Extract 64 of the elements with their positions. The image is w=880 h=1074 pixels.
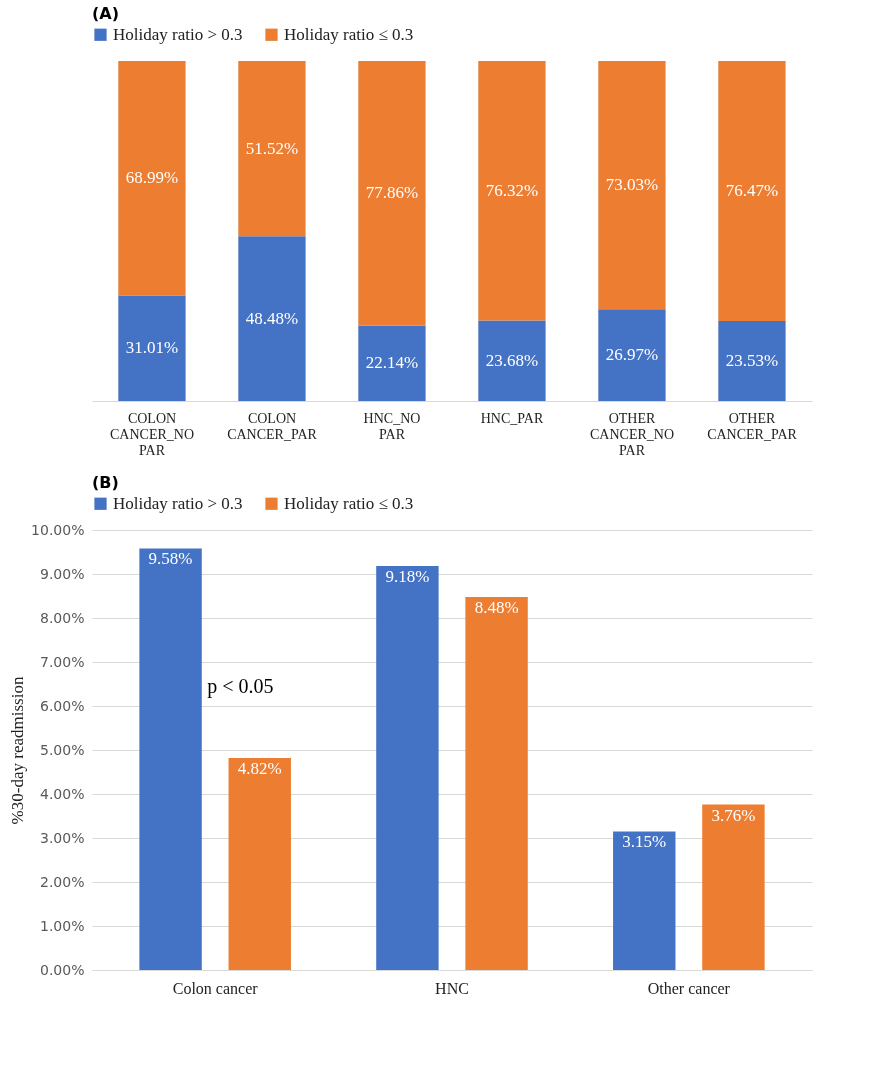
y-tick-label: 7.00% (40, 653, 85, 670)
bar (465, 596, 528, 970)
bar (358, 325, 426, 401)
legend-label: Holiday ratio > 0.3 (113, 493, 243, 513)
data-label: 31.01% (125, 338, 179, 358)
data-label: 48.48% (245, 308, 299, 328)
bar (613, 831, 676, 970)
data-label: 73.03% (605, 175, 659, 195)
x-tick-label: COLON CANCER_NO PAR (109, 410, 195, 458)
x-tick-label: OTHER CANCER_NO PAR (589, 410, 675, 458)
bar (238, 236, 306, 401)
annotation: p < 0.05 (207, 675, 274, 699)
data-label: 77.86% (365, 183, 419, 203)
bar (238, 61, 306, 237)
data-label: 22.14% (365, 353, 419, 373)
bar (702, 804, 765, 970)
chart-title: (A) (92, 4, 120, 23)
data-label: 76.32% (485, 180, 539, 200)
bar (598, 61, 666, 310)
y-tick-label: 8.00% (40, 609, 85, 626)
y-tick-label: 4.00% (40, 785, 85, 802)
bar (118, 295, 186, 401)
y-tick-label: 0.00% (40, 961, 85, 978)
y-tick-label: 6.00% (40, 697, 85, 714)
data-label: 9.58% (148, 549, 193, 569)
data-label: 23.53% (725, 351, 779, 370)
data-label: 51.52% (245, 138, 299, 158)
bar (718, 321, 786, 401)
bar (358, 61, 426, 326)
data-label: 4.82% (237, 758, 282, 778)
data-label: 76.47% (725, 181, 779, 200)
data-label: 23.68% (485, 350, 539, 370)
data-label: 26.97% (605, 345, 659, 365)
y-tick-label: 5.00% (40, 741, 85, 758)
bar (718, 61, 786, 321)
x-tick-label: Other cancer (647, 979, 731, 997)
legend-label: Holiday ratio > 0.3 (113, 24, 243, 44)
y-tick-label: 1.00% (40, 917, 85, 934)
y-tick-label: 9.00% (40, 565, 85, 582)
chart-title: (B) (92, 473, 119, 492)
legend-label: Holiday ratio ≤ 0.3 (284, 24, 414, 44)
legend-label: Holiday ratio ≤ 0.3 (284, 493, 414, 513)
x-tick-label: HNC_NO PAR (363, 410, 421, 442)
data-label: 9.18% (385, 567, 430, 587)
bar (478, 320, 546, 401)
data-label: 8.48% (474, 597, 519, 617)
data-label: 68.99% (125, 168, 179, 188)
y-tick-label: 3.00% (40, 829, 85, 846)
y-axis-title: %30-day readmission (8, 676, 28, 825)
x-tick-label: HNC_PAR (480, 410, 544, 426)
x-tick-label: COLON CANCER_PAR (227, 410, 318, 442)
bar (598, 309, 666, 401)
bar (228, 757, 291, 970)
bar (139, 548, 202, 970)
x-tick-label: Colon cancer (172, 979, 259, 997)
bar (478, 61, 546, 321)
x-tick-label: OTHER CANCER_PAR (707, 410, 798, 442)
data-label: 3.76% (711, 805, 756, 825)
bar (376, 566, 439, 970)
y-tick-label: 10.00% (31, 521, 85, 538)
y-tick-label: 2.00% (40, 873, 85, 890)
data-label: 3.15% (622, 832, 667, 852)
bar (118, 61, 186, 296)
x-tick-label: HNC (435, 979, 469, 997)
